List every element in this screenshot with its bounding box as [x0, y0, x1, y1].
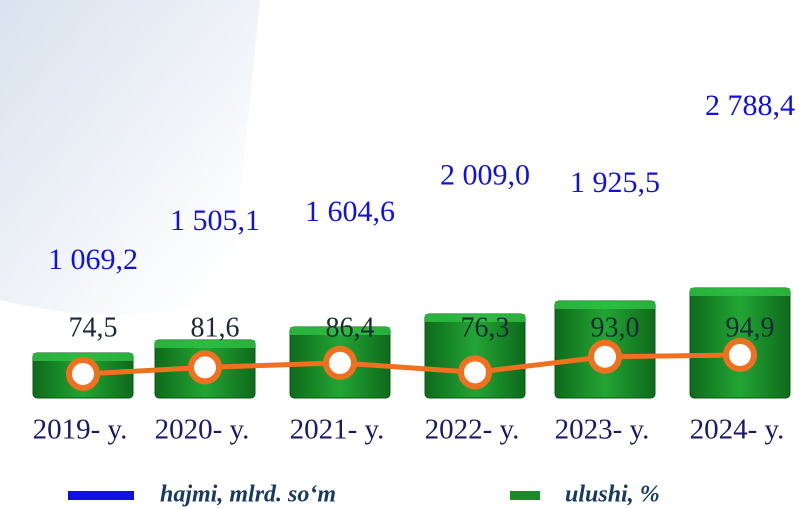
share-label: 74,5 [69, 312, 118, 343]
x-tick-label: 2020- y. [155, 414, 250, 446]
share-point [66, 357, 100, 391]
volume-label: 2 009,0 [440, 159, 530, 192]
volume-label: 1 604,6 [305, 195, 395, 228]
box-top [425, 314, 525, 322]
x-tick-label: 2023- y. [555, 414, 650, 446]
share-point [588, 339, 622, 374]
legend-swatch [510, 491, 540, 500]
legend-label: hajmi, mlrd. so‘m [160, 482, 336, 508]
volume-label: 1 505,1 [170, 204, 260, 237]
box-top [690, 288, 790, 296]
volume-label: 1 925,5 [570, 166, 660, 199]
share-point [188, 350, 222, 385]
share-label: 93,0 [591, 312, 640, 343]
x-tick-label: 2024- y. [690, 414, 785, 446]
legend-swatch [68, 491, 134, 500]
background-image [0, 0, 260, 315]
box-top [555, 301, 655, 309]
share-line [82, 352, 741, 377]
share-point [723, 338, 757, 372]
box-top [155, 340, 255, 348]
x-tick-label: 2019- y. [33, 414, 128, 446]
share-point [458, 355, 492, 390]
share-label: 94,9 [726, 312, 775, 343]
volume-label: 2 788,4 [705, 89, 795, 122]
box-top [290, 327, 390, 335]
share-point [323, 345, 357, 380]
plot: 2019- y. 2020- y. 2021- y. 2022- y. 2023- y.… [33, 89, 795, 446]
x-tick-label: 2022- y. [425, 414, 520, 446]
share-label: 86,4 [326, 312, 375, 343]
legend-label: ulushi, % [565, 482, 660, 508]
share-label: 81,6 [191, 312, 240, 343]
volume-label: 1 069,2 [48, 243, 138, 276]
share-label: 76,3 [461, 312, 510, 343]
x-tick-label: 2021- y. [290, 414, 385, 446]
